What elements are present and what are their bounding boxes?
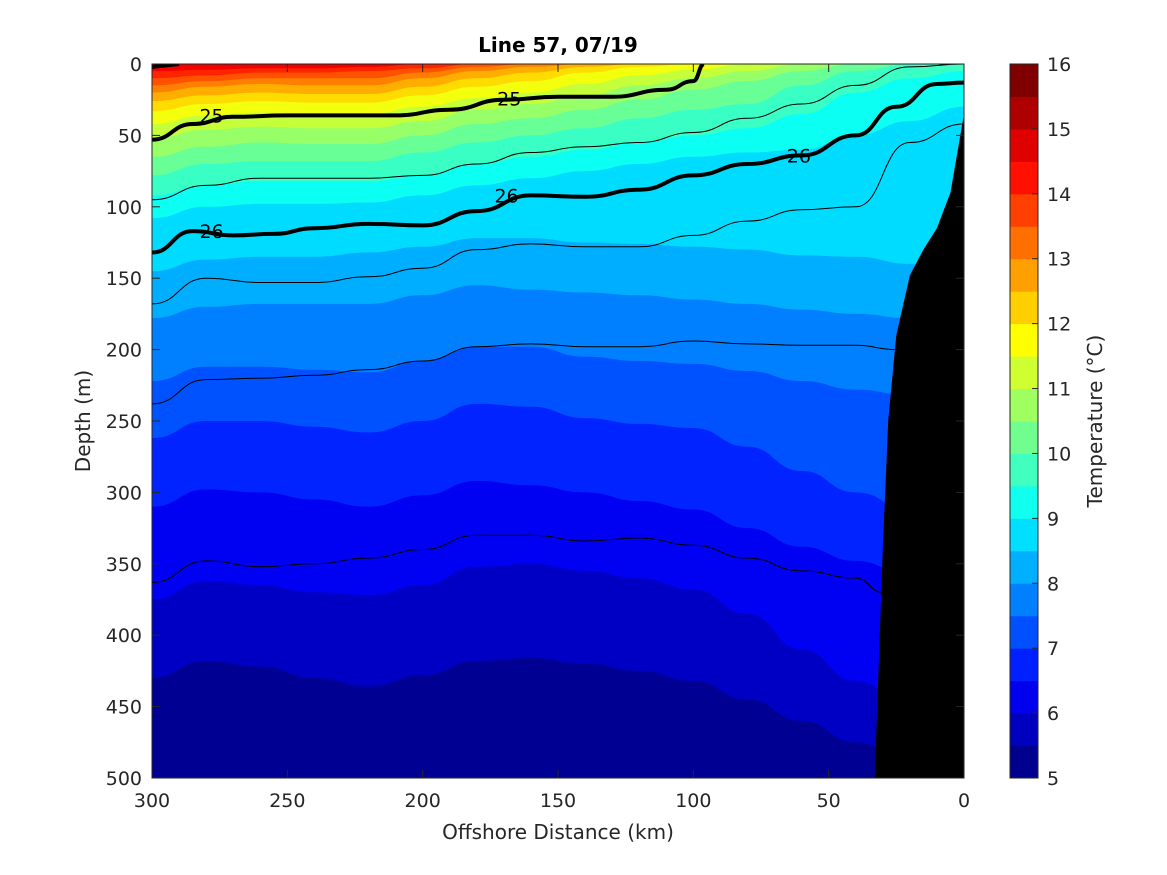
y-tick-label: 350 [106, 554, 142, 576]
colorbar-tick-label: 16 [1047, 54, 1071, 76]
y-axis-label: Depth (m) [71, 370, 95, 472]
contour-label-0: 25 [199, 105, 223, 127]
contour-label-text: 26 [787, 145, 811, 167]
colorbar-swatch [1010, 421, 1038, 454]
thin-contour-1 [152, 123, 964, 305]
colorbar-tick-label: 8 [1047, 573, 1059, 595]
colorbar-swatch [1010, 583, 1038, 617]
thin-contour-3 [152, 534, 883, 593]
contour-label-text: 25 [497, 88, 521, 110]
thin-contour-0 [152, 64, 964, 201]
band-14 [152, 64, 964, 79]
x-tick-label: 0 [958, 790, 970, 812]
colorbar-swatch [1010, 615, 1038, 649]
colorbar: 5 6 7 8 9 10 11 12 13 14 15 16 [1009, 54, 1071, 790]
thin-contour-2 [152, 340, 897, 405]
colorbar-swatch [1010, 453, 1038, 487]
y-axis-ticks: 0 50 100 150 200 250 300 350 400 450 500 [106, 54, 964, 790]
contour-label-text: 25 [199, 105, 223, 127]
x-tick-label: 300 [134, 790, 170, 812]
y-tick-label: 0 [130, 54, 142, 76]
plot-area [152, 64, 964, 778]
colorbar-swatch [1010, 680, 1038, 714]
y-tick-label: 250 [106, 411, 142, 433]
y-tick-label: 50 [118, 125, 142, 147]
colorbar-label: Temperature (°C) [1083, 335, 1107, 509]
contour-label-1: 25 [497, 88, 521, 110]
band-14.5 [152, 64, 964, 72]
colorbar-tick-label: 14 [1047, 184, 1071, 206]
contour-label-text: 26 [494, 185, 518, 207]
colorbar-tick-label: 10 [1047, 443, 1071, 465]
colorbar-tick-label: 11 [1047, 379, 1071, 401]
density-contour-26 [152, 80, 964, 255]
colorbar-swatch [1010, 128, 1038, 162]
colorbar-tick-label: 13 [1047, 249, 1071, 271]
continental-shelf [874, 114, 964, 778]
colorbar-frame [1009, 63, 1039, 779]
colorbar-swatch [1010, 193, 1038, 227]
colorbar-tick-label: 6 [1047, 703, 1059, 725]
colorbar-swatch [1010, 323, 1038, 357]
colorbar-tick-label: 15 [1047, 119, 1071, 141]
x-axis-label: Offshore Distance (km) [442, 820, 674, 844]
contour-label-text: 26 [199, 221, 223, 243]
temperature-fills [152, 64, 964, 778]
x-tick-label: 250 [269, 790, 305, 812]
y-tick-label: 100 [106, 197, 142, 219]
x-tick-label: 100 [675, 790, 711, 812]
contour-label-2: 26 [199, 221, 223, 243]
y-tick-label: 500 [106, 768, 142, 790]
colorbar-swatch [1010, 388, 1038, 422]
colorbar-swatch [1010, 550, 1038, 584]
contour-labels: 25 25 26 26 26 [199, 88, 811, 243]
colorbar-swatch [1010, 226, 1038, 260]
colorbar-swatch [1010, 518, 1038, 552]
colorbar-swatch [1010, 745, 1038, 779]
x-axis-ticks: 300 250 200 150 100 50 0 [134, 64, 970, 812]
colorbar-swatch [1010, 96, 1038, 130]
colorbar-swatch [1010, 291, 1038, 325]
colorbar-swatch [1010, 485, 1038, 519]
colorbar-swatch [1010, 161, 1038, 195]
y-tick-label: 400 [106, 625, 142, 647]
x-tick-label: 150 [540, 790, 576, 812]
x-tick-label: 50 [817, 790, 841, 812]
colorbar-swatch [1010, 258, 1038, 292]
colorbar-tick-label: 5 [1047, 768, 1059, 790]
colorbar-swatch [1010, 648, 1038, 682]
y-tick-label: 300 [106, 482, 142, 504]
colorbar-tick-label: 7 [1047, 638, 1059, 660]
contour-label-4: 26 [787, 145, 811, 167]
colorbar-tick-label: 12 [1047, 314, 1071, 336]
colorbar-tick-label: 9 [1047, 508, 1059, 530]
thin-contour-lines [152, 64, 964, 593]
y-tick-label: 450 [106, 697, 142, 719]
colorbar-swatch [1010, 64, 1038, 97]
chart-title: Line 57, 07/19 [478, 33, 638, 57]
y-tick-label: 200 [106, 340, 142, 362]
contour-label-3: 26 [494, 185, 518, 207]
colorbar-swatch [1010, 713, 1038, 747]
y-tick-label: 150 [106, 268, 142, 290]
colorbar-swatch [1010, 356, 1038, 390]
density-contour-25 [152, 64, 705, 142]
x-tick-label: 200 [405, 790, 441, 812]
